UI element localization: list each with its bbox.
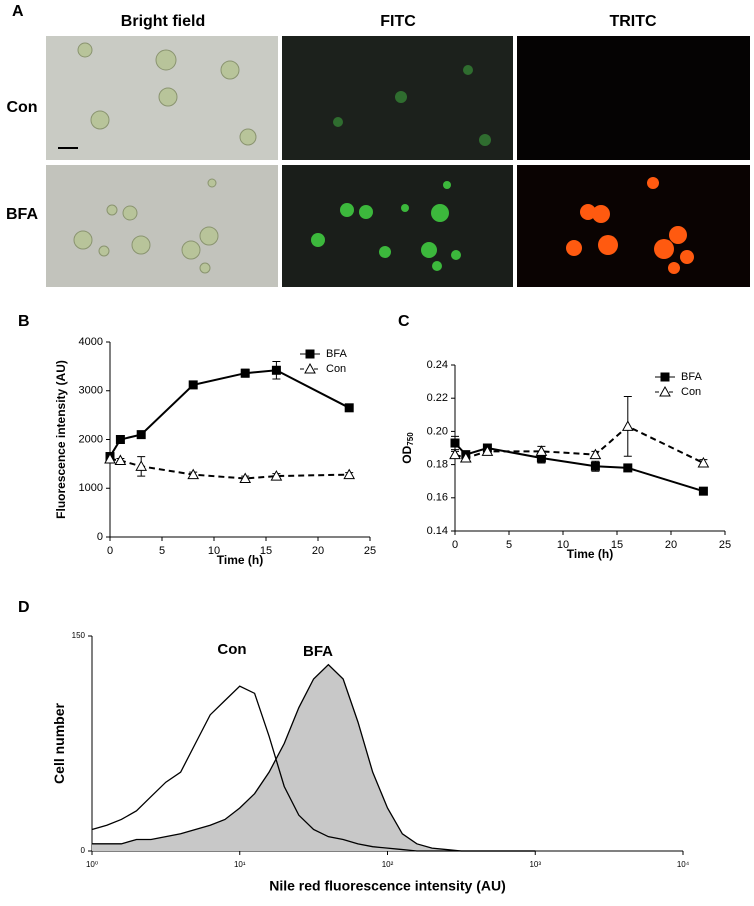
legend-marker bbox=[659, 385, 671, 397]
column-label: Bright field bbox=[121, 13, 205, 30]
x-tick-label: 15 bbox=[260, 545, 272, 557]
marker bbox=[270, 470, 283, 481]
marker bbox=[589, 448, 602, 460]
x-axis-label: Time (h) bbox=[567, 547, 613, 561]
y-tick-label: 0 bbox=[81, 846, 86, 855]
marker bbox=[271, 365, 281, 375]
x-tick-label: 10⁰ bbox=[86, 860, 98, 869]
row-label: BFA bbox=[6, 206, 38, 223]
marker bbox=[481, 445, 494, 456]
series-line bbox=[109, 369, 350, 458]
marker bbox=[104, 452, 116, 464]
y-axis-label-main: Fluorescence intensity (AU) bbox=[54, 360, 68, 519]
marker bbox=[449, 448, 461, 460]
x-tick-label: 10³ bbox=[529, 860, 541, 869]
y-axis-label: Cell number bbox=[51, 702, 67, 783]
series-area bbox=[92, 664, 536, 851]
x-tick-label: 5 bbox=[159, 545, 165, 557]
y-tick-label: 0.24 bbox=[427, 359, 448, 371]
marker bbox=[623, 463, 633, 473]
legend-label: BFA bbox=[326, 348, 347, 360]
annotation: BFA bbox=[303, 643, 333, 660]
legend-label: BFA bbox=[681, 371, 702, 383]
y-axis-label-main: OD bbox=[400, 445, 414, 463]
marker bbox=[698, 486, 708, 496]
marker bbox=[697, 456, 710, 468]
x-tick-label: 0 bbox=[107, 545, 113, 557]
y-tick-label: 0.20 bbox=[427, 425, 448, 437]
y-axis-label: OD750 bbox=[400, 432, 415, 464]
x-tick-label: 10 bbox=[557, 539, 569, 551]
x-tick-label: 20 bbox=[312, 545, 324, 557]
marker bbox=[135, 460, 148, 471]
legend-marker bbox=[304, 362, 316, 374]
x-tick-label: 10¹ bbox=[234, 860, 246, 869]
series-line bbox=[91, 685, 536, 852]
micrographs bbox=[46, 36, 750, 287]
x-axis-label: Time (h) bbox=[217, 553, 263, 567]
column-label: FITC bbox=[380, 13, 416, 30]
marker bbox=[187, 468, 200, 480]
x-tick-label: 25 bbox=[364, 545, 376, 557]
y-axis-label-sub: 750 bbox=[406, 432, 415, 446]
panel-label: A bbox=[12, 3, 24, 20]
y-tick-label: 0.16 bbox=[427, 492, 448, 504]
series-line bbox=[454, 442, 704, 493]
marker bbox=[343, 468, 356, 480]
x-tick-label: 10 bbox=[208, 545, 220, 557]
y-tick-label: 1000 bbox=[79, 482, 103, 494]
marker bbox=[590, 461, 600, 471]
x-tick-label: 10⁴ bbox=[677, 860, 690, 869]
annotation: Con bbox=[217, 641, 246, 658]
marker bbox=[114, 454, 127, 465]
legend-label: Con bbox=[681, 386, 701, 398]
marker bbox=[239, 472, 252, 483]
y-tick-label: 0.14 bbox=[427, 525, 448, 537]
marker bbox=[240, 368, 250, 378]
marker bbox=[115, 435, 125, 444]
marker bbox=[450, 438, 460, 448]
marker bbox=[188, 380, 198, 390]
x-tick-label: 10² bbox=[382, 860, 394, 869]
y-tick-label: 3000 bbox=[79, 385, 103, 397]
marker bbox=[621, 420, 634, 431]
y-tick-label: 4000 bbox=[79, 336, 103, 348]
x-tick-label: 25 bbox=[719, 539, 731, 551]
x-tick-label: 0 bbox=[452, 539, 458, 551]
marker bbox=[536, 453, 546, 463]
y-axis-label: Fluorescence intensity (AU) bbox=[54, 360, 68, 519]
column-label: TRITC bbox=[609, 13, 657, 30]
x-axis-label: Nile red fluorescence intensity (AU) bbox=[269, 878, 506, 894]
marker bbox=[136, 430, 146, 440]
marker bbox=[535, 445, 548, 456]
panel-label: B bbox=[18, 313, 30, 330]
y-tick-label: 150 bbox=[72, 631, 86, 640]
panel-label: C bbox=[398, 313, 410, 330]
y-tick-label: 0.18 bbox=[427, 459, 448, 471]
legend-label: Con bbox=[326, 363, 346, 375]
marker bbox=[459, 451, 472, 463]
row-label: Con bbox=[6, 99, 37, 116]
x-tick-label: 20 bbox=[665, 539, 677, 551]
y-tick-label: 2000 bbox=[79, 433, 103, 445]
x-tick-label: 5 bbox=[506, 539, 512, 551]
legend-marker bbox=[305, 349, 315, 359]
y-tick-label: 0 bbox=[97, 531, 103, 543]
y-tick-label: 0.22 bbox=[427, 392, 448, 404]
legend-marker bbox=[660, 372, 670, 382]
panel-label: D bbox=[18, 599, 30, 616]
x-tick-label: 15 bbox=[611, 539, 623, 551]
series-line bbox=[454, 425, 704, 464]
y-axis-label-main: Cell number bbox=[51, 702, 67, 783]
marker bbox=[344, 403, 354, 413]
